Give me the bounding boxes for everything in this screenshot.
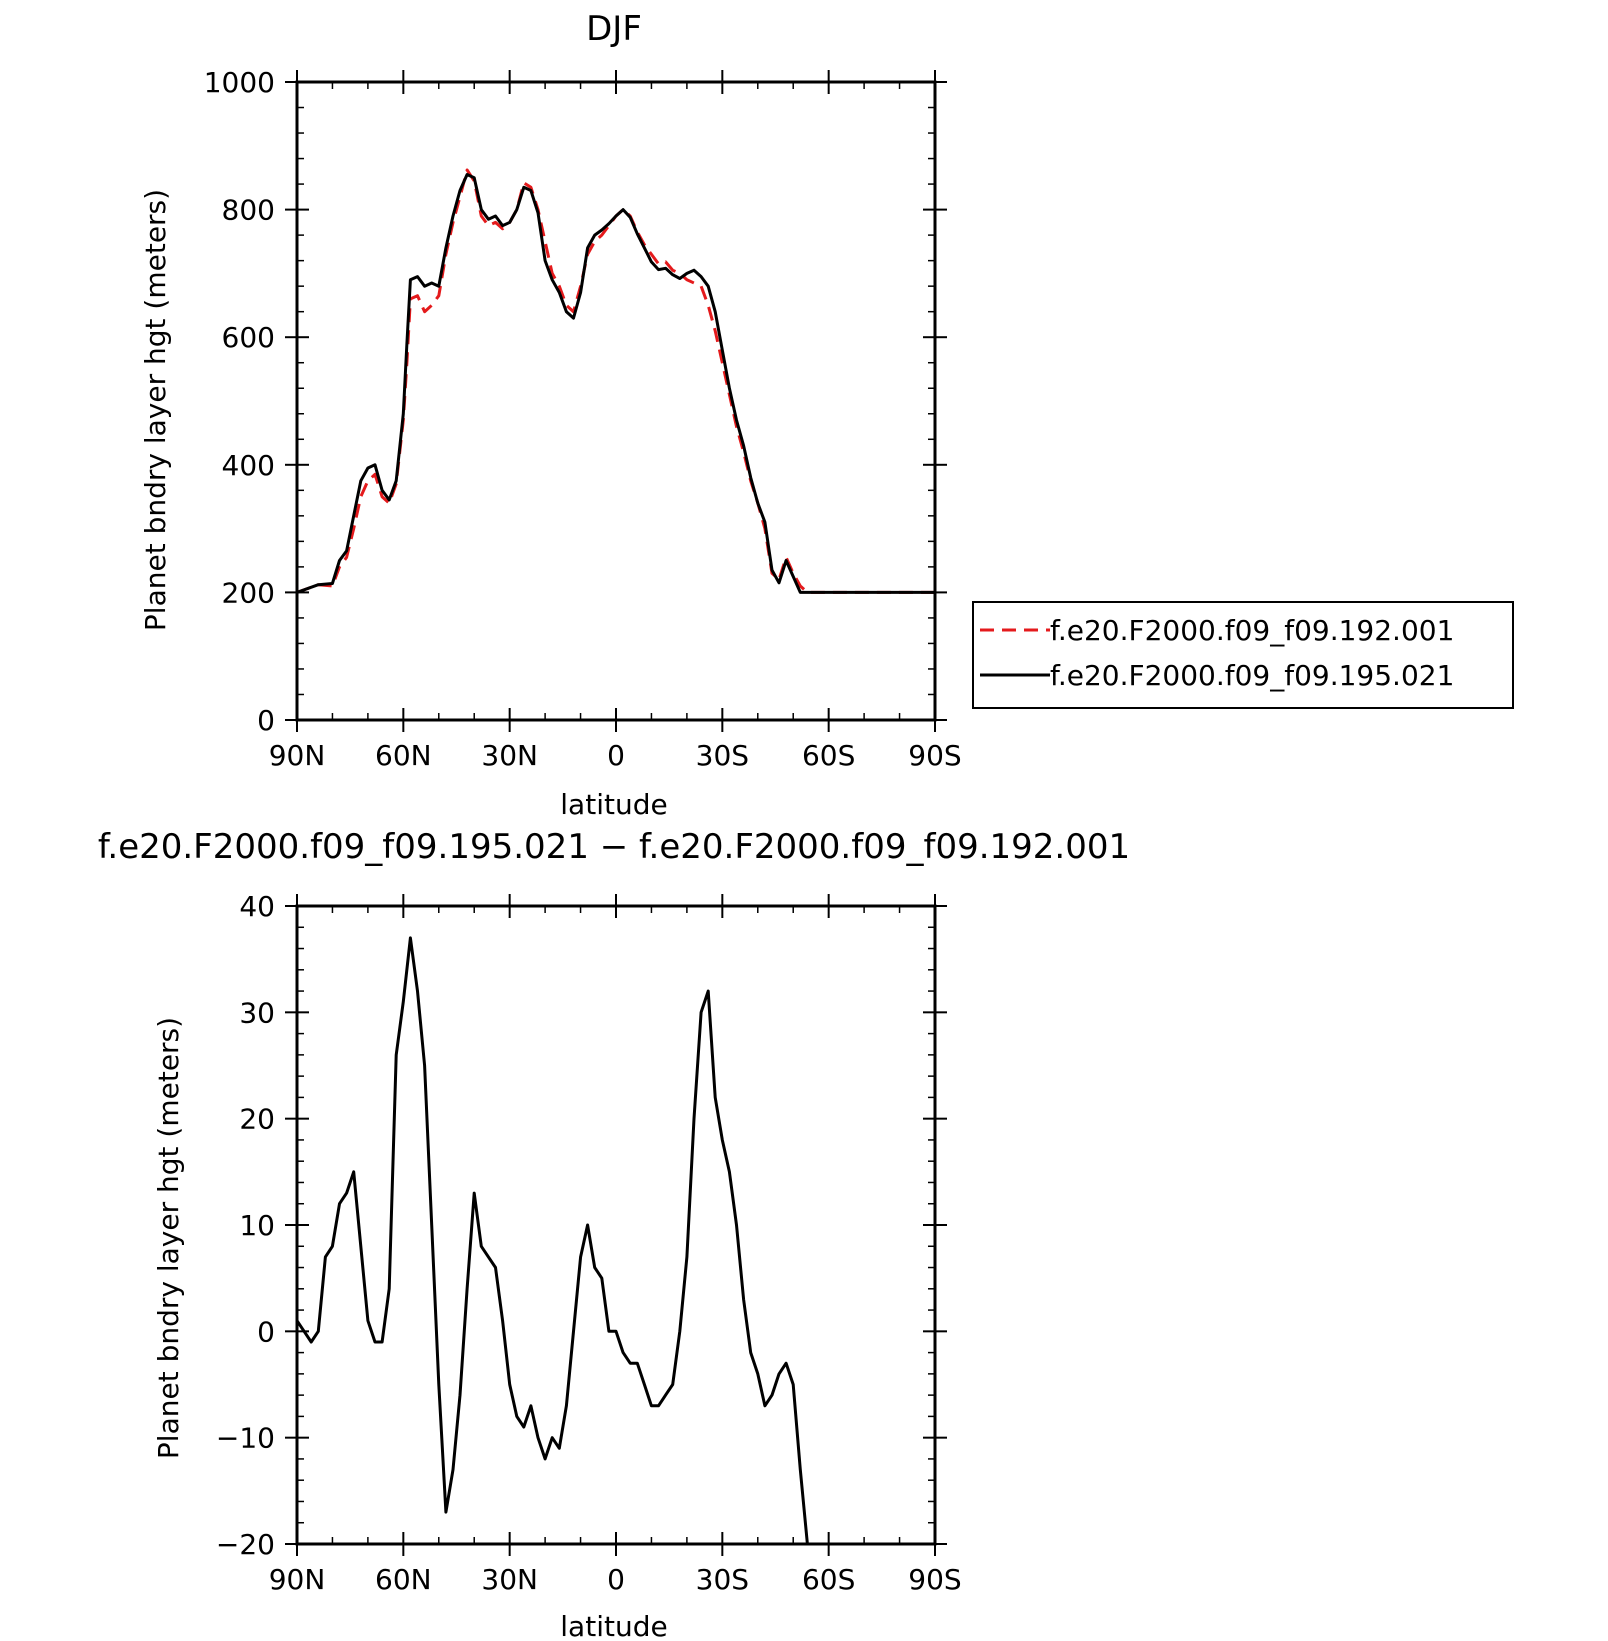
legend-label-series-1: f.e20.F2000.f09_f09.192.001 [1050, 614, 1454, 647]
bottom-chart-x-axis-label: latitude [560, 1610, 667, 1641]
chart2-x-tick-label: 30S [696, 1563, 749, 1596]
chart2-x-tick-label: 30N [481, 1563, 538, 1596]
chart1-x-tick-label: 0 [607, 739, 625, 772]
chart1-series-line-2 [296, 173, 935, 594]
chart1-plot-frame [295, 80, 937, 722]
legend-label-series-2: f.e20.F2000.f09_f09.195.021 [1050, 659, 1454, 692]
chart1-y-tick-label: 600 [222, 321, 275, 354]
bottom-chart-title: f.e20.F2000.f09_f09.195.021 − f.e20.F200… [98, 827, 1130, 867]
chart2-y-tick-label: 0 [257, 1315, 275, 1348]
chart1-y-tick-label: 1000 [204, 66, 275, 99]
chart1-x-tick-label: 30S [696, 739, 749, 772]
chart2-x-tick-label: 90N [269, 1563, 326, 1596]
chart1-y-tick-label: 0 [257, 704, 275, 737]
legend-box [972, 601, 1514, 709]
chart1-y-tick-label: 200 [222, 576, 275, 609]
chart1-y-tick-label: 400 [222, 449, 275, 482]
chart2-x-tick-label: 0 [607, 1563, 625, 1596]
top-chart-y-axis-label: Planet bndry layer hgt (meters) [139, 189, 172, 631]
chart1-x-tick-label: 60N [375, 739, 432, 772]
chart1-x-tick-label: 90S [908, 739, 961, 772]
top-chart-title: DJF [586, 9, 642, 49]
chart2-series-line-1 [295, 936, 935, 1546]
chart1-y-tick-label: 800 [222, 194, 275, 227]
top-chart-plot-area: 90N 60N 30N 0 30S 60S 90S 0 200 400 600 800 1000 [204, 66, 962, 772]
chart1-x-tick-label: 60S [802, 739, 855, 772]
chart2-y-tick-label: 40 [239, 890, 275, 923]
chart2-y-tick-label: 10 [239, 1209, 275, 1242]
chart2-plot-frame [295, 904, 937, 1546]
bottom-chart-y-axis-label: Planet bndry layer hgt (meters) [152, 1017, 185, 1459]
chart2-y-tick-label: 30 [239, 996, 275, 1029]
chart1-x-tick-label: 90N [269, 739, 326, 772]
top-chart-panel: DJF Planet bndry layer hgt (meters) lati… [139, 9, 962, 821]
chart2-x-tick-label: 60N [375, 1563, 432, 1596]
chart2-y-tick-label: 20 [239, 1103, 275, 1136]
chart1-x-tick-label: 30N [481, 739, 538, 772]
chart2-x-tick-label: 90S [908, 1563, 961, 1596]
chart2-y-tick-label: −10 [216, 1422, 275, 1455]
legend: f.e20.F2000.f09_f09.192.001 f.e20.F2000.… [972, 601, 1514, 709]
chart1-series-line-1 [296, 168, 935, 594]
bottom-chart-panel: f.e20.F2000.f09_f09.195.021 − f.e20.F200… [98, 827, 1130, 1641]
top-chart-x-axis-label: latitude [560, 788, 667, 821]
bottom-chart-plot-area: 90N 60N 30N 0 30S 60S 90S −20 −10 0 10 20 30 40 [216, 890, 962, 1596]
chart2-x-tick-label: 60S [802, 1563, 855, 1596]
chart2-y-tick-label: −20 [216, 1528, 275, 1561]
